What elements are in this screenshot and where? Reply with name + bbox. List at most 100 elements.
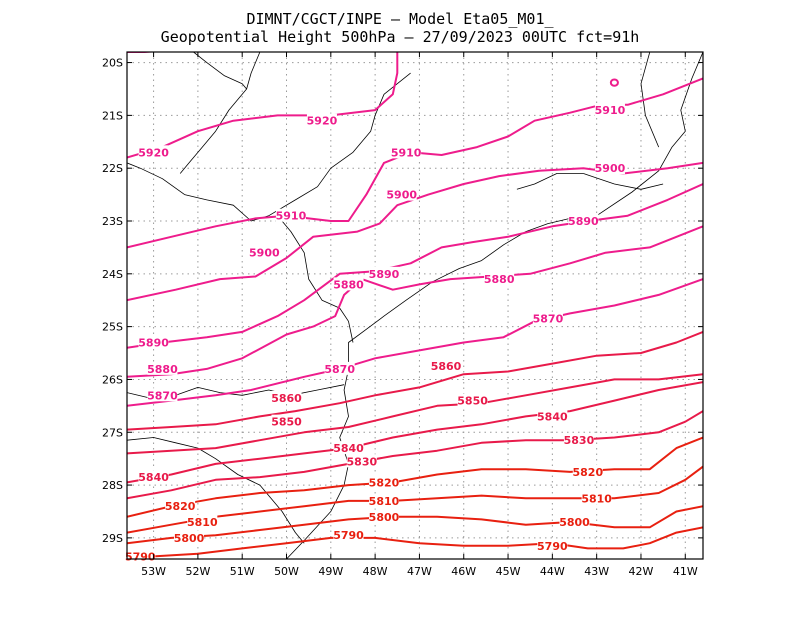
chart-title-line-2: Geopotential Height 500hPa – 27/09/2023 … bbox=[160, 28, 640, 46]
contour-label: 5920 bbox=[138, 146, 169, 159]
contour-label-bg bbox=[368, 475, 399, 489]
contour-label-bg bbox=[138, 145, 169, 159]
contour-label-bg bbox=[165, 499, 196, 513]
lat-tick-label: 28S bbox=[102, 479, 123, 492]
contour-label: 5810 bbox=[581, 492, 612, 505]
contour-label: 5790 bbox=[537, 540, 568, 553]
lon-tick-label: 53W bbox=[141, 565, 166, 578]
lat-tick-label: 27S bbox=[102, 426, 123, 439]
contour-line-5860 bbox=[127, 330, 703, 431]
lon-tick-label: 47W bbox=[407, 565, 432, 578]
boundary-line bbox=[583, 173, 664, 190]
contour-label-bg bbox=[594, 161, 625, 175]
height-contours bbox=[127, 52, 703, 558]
lat-tick-label: 26S bbox=[102, 373, 123, 386]
contour-label: 5810 bbox=[369, 495, 400, 508]
contour-label: 5790 bbox=[125, 550, 156, 563]
lat-tick-label: 23S bbox=[102, 215, 123, 228]
contour-label: 5860 bbox=[271, 392, 302, 405]
boundary-line bbox=[127, 437, 305, 544]
contour-label-bg bbox=[147, 361, 178, 375]
contour-label: 5880 bbox=[147, 363, 178, 376]
contour-label: 5890 bbox=[369, 268, 400, 281]
contour-label-bg bbox=[187, 515, 218, 529]
lon-tick-label: 51W bbox=[230, 565, 255, 578]
contour-line-5880 bbox=[127, 225, 703, 378]
contour-label-bg bbox=[563, 433, 594, 447]
lon-tick-label: 42W bbox=[629, 565, 654, 578]
boundary-line bbox=[277, 215, 354, 343]
contour-label: 5870 bbox=[533, 313, 564, 326]
lon-tick-label: 46W bbox=[451, 565, 476, 578]
contour-label-bg bbox=[271, 414, 302, 428]
contour-label: 5840 bbox=[138, 471, 169, 484]
lat-tick-label: 21S bbox=[102, 109, 123, 122]
contour-label: 5790 bbox=[333, 529, 364, 542]
contour-label: 5850 bbox=[271, 416, 302, 429]
contour-label: 5840 bbox=[333, 442, 364, 455]
contour-label-bg bbox=[306, 113, 337, 127]
contour-label: 5910 bbox=[391, 146, 422, 159]
contour-label: 5810 bbox=[187, 516, 218, 529]
contour-label-bg bbox=[386, 187, 417, 201]
contour-label: 5920 bbox=[307, 115, 338, 128]
contour-label-bg bbox=[275, 208, 306, 222]
contour-label-bg bbox=[368, 266, 399, 280]
lat-tick-label: 24S bbox=[102, 268, 123, 281]
contour-line-5890 bbox=[127, 183, 703, 349]
lon-tick-label: 45W bbox=[496, 565, 521, 578]
contour-label-bg bbox=[324, 361, 355, 375]
contour-label-bg bbox=[537, 409, 568, 423]
contour-line-5830 bbox=[127, 410, 703, 500]
lon-tick-label: 50W bbox=[274, 565, 299, 578]
contour-line-5810 bbox=[127, 465, 703, 534]
contour-label-bg bbox=[147, 388, 178, 402]
boundary-line bbox=[127, 72, 411, 222]
contour-label-bg bbox=[581, 491, 612, 505]
contour-label: 5900 bbox=[249, 247, 280, 260]
contour-label-bg bbox=[568, 214, 599, 227]
contour-line-5790 bbox=[127, 526, 703, 558]
contour-label-bg bbox=[138, 470, 169, 484]
contour-label: 5840 bbox=[537, 410, 568, 423]
boundary-line bbox=[193, 52, 247, 90]
contour-label-bg bbox=[333, 441, 364, 455]
contour-label: 5870 bbox=[324, 363, 355, 376]
contour-label-bg bbox=[346, 454, 377, 468]
contour-line-5900 bbox=[127, 161, 703, 302]
contour-label-bg bbox=[532, 311, 563, 325]
contour-label: 5800 bbox=[369, 511, 400, 524]
lon-tick-label: 52W bbox=[185, 565, 210, 578]
lat-tick-label: 22S bbox=[102, 162, 123, 175]
contour-line-5840 bbox=[127, 381, 703, 484]
contour-label-bg bbox=[572, 464, 603, 478]
contour-label-bg bbox=[431, 359, 462, 373]
contour-label-bg bbox=[333, 277, 364, 291]
contour-label-bg bbox=[484, 272, 515, 286]
contour-label: 5890 bbox=[568, 215, 599, 228]
contour-label: 5820 bbox=[369, 476, 400, 489]
chart-title-line-1: DIMNT/CGCT/INPE – Model Eta05_M01_ bbox=[246, 10, 554, 28]
contour-label-bg bbox=[537, 538, 568, 552]
plot-frame bbox=[126, 51, 704, 560]
contour-label-bg bbox=[594, 103, 625, 117]
boundary-line bbox=[179, 52, 261, 174]
contour-label: 5910 bbox=[276, 210, 307, 223]
contour-label: 5820 bbox=[572, 466, 603, 479]
contour-label: 5910 bbox=[595, 104, 626, 117]
contour-label: 5880 bbox=[333, 278, 364, 291]
contour-label: 5890 bbox=[138, 336, 169, 349]
contour-label-bg bbox=[391, 145, 422, 159]
contour-label-bg bbox=[457, 393, 488, 407]
contour-label-bg bbox=[333, 528, 364, 542]
lat-tick-label: 20S bbox=[102, 57, 123, 70]
contour-label: 5900 bbox=[595, 162, 626, 175]
contour-line-5820 bbox=[127, 436, 703, 518]
contour-label: 5860 bbox=[431, 360, 462, 373]
contour-label: 5830 bbox=[347, 455, 378, 468]
contour-label: 5880 bbox=[484, 273, 515, 286]
lat-tick-label: 25S bbox=[102, 321, 123, 334]
contour-label-bg bbox=[368, 509, 399, 523]
lat-tick-label: 29S bbox=[102, 532, 123, 545]
